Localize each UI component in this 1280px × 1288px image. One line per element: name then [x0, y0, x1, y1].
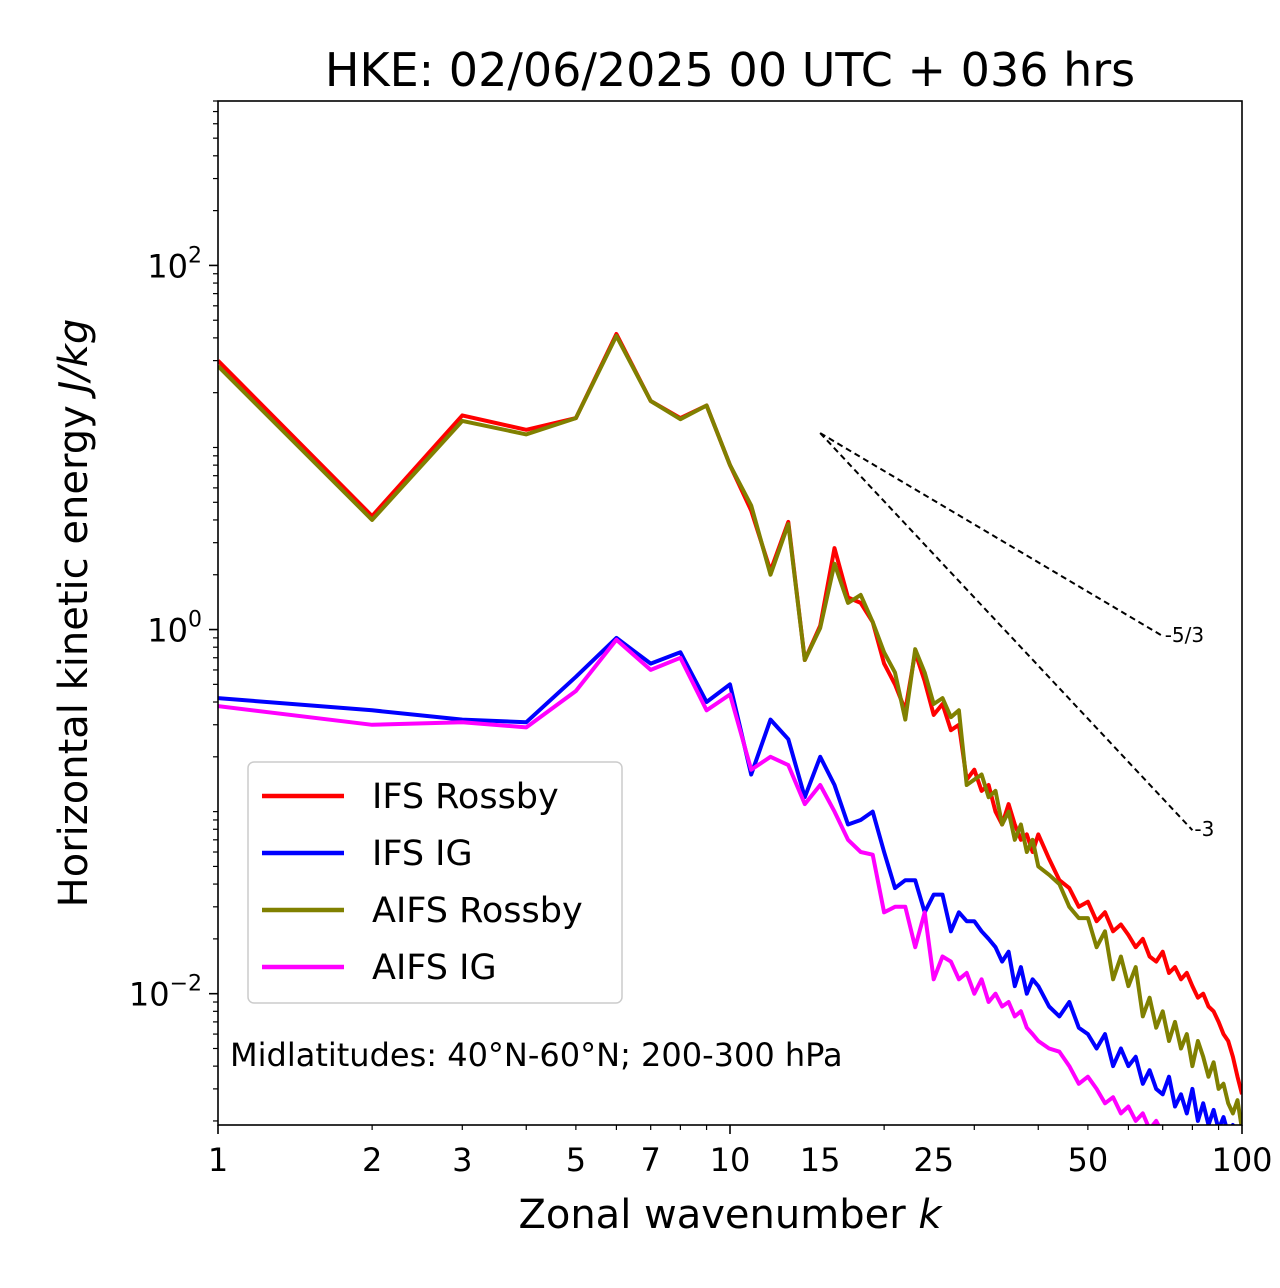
x-tick-label: 100	[1211, 1141, 1272, 1179]
x-tick-label: 7	[641, 1141, 661, 1179]
y-tick-label: 10−2	[129, 972, 202, 1014]
y-tick-label: 100	[147, 608, 202, 650]
x-axis: 1 2 3 5 7 10 15 25 50 100	[208, 1125, 1273, 1179]
series-line	[218, 333, 1242, 1125]
x-tick-label: 5	[566, 1141, 586, 1179]
chart-title: HKE: 02/06/2025 00 UTC + 036 hrs	[325, 43, 1135, 97]
x-axis-label: Zonal wavenumber k	[518, 1192, 943, 1238]
legend-label: AIFS IG	[372, 948, 497, 988]
x-tick-label: 3	[452, 1141, 472, 1179]
reference-slope-line	[819, 432, 1194, 831]
y-tick-label: 102	[147, 243, 202, 285]
series-line	[218, 637, 1161, 1125]
data-series	[218, 332, 1242, 1125]
legend-label: IFS IG	[372, 834, 473, 874]
legend: IFS Rossby IFS IG AIFS Rossby AIFS IG	[247, 761, 623, 1004]
legend-label: IFS Rossby	[372, 777, 559, 817]
x-tick-label: 1	[208, 1141, 228, 1179]
x-tick-label: 25	[913, 1141, 954, 1179]
legend-frame	[247, 761, 623, 1004]
region-annotation: Midlatitudes: 40°N-60°N; 200-300 hPa	[230, 1036, 843, 1074]
slope-labels: -5/3 -3	[1165, 623, 1215, 841]
x-tick-label: 2	[362, 1141, 382, 1179]
y-axis-label: Horizontal kinetic energy J/kg	[51, 319, 97, 908]
series-line	[218, 635, 1236, 1125]
x-tick-label: 10	[710, 1141, 751, 1179]
slope-label: -5/3	[1165, 623, 1204, 647]
x-tick-label: 50	[1068, 1141, 1109, 1179]
slope-label: -3	[1194, 817, 1214, 841]
y-axis: 10−2 100 102	[129, 100, 218, 1122]
reference-slope-line	[819, 432, 1164, 637]
reference-slope-lines	[819, 432, 1194, 831]
legend-label: AIFS Rossby	[372, 891, 583, 931]
x-tick-label: 15	[800, 1141, 841, 1179]
